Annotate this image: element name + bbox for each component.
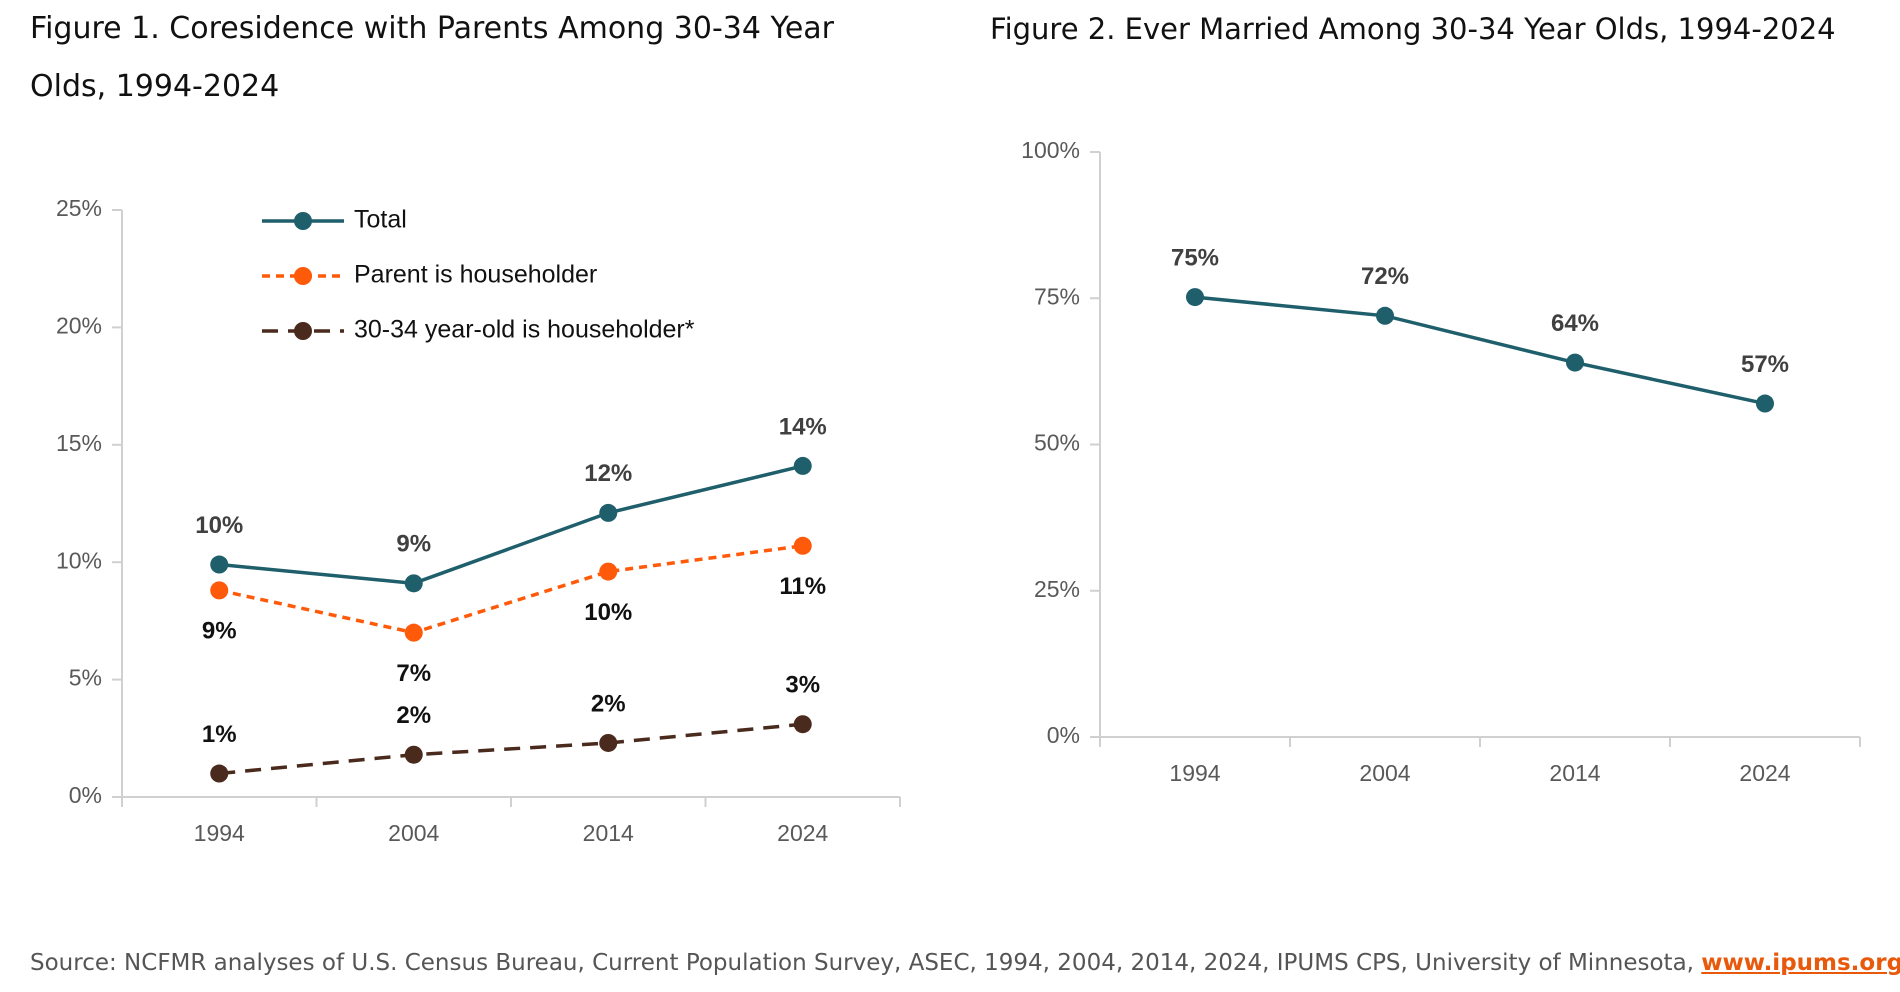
data-label: 9%: [202, 618, 237, 645]
data-point: [1376, 306, 1394, 325]
data-label: 1%: [202, 721, 237, 748]
data-label: 10%: [584, 599, 632, 626]
x-tick-label: 1994: [194, 820, 245, 846]
y-tick-label: 0%: [69, 782, 102, 808]
legend-label: Parent is householder: [354, 261, 597, 289]
data-label: 3%: [785, 672, 820, 699]
source-link[interactable]: www.ipums.org: [1701, 950, 1900, 976]
series-line: [219, 722, 803, 776]
source: Source: NCFMR analyses of U.S. Census Bu…: [30, 950, 1900, 976]
y-tick-label: 100%: [1021, 137, 1080, 163]
legend-label: Total: [354, 206, 407, 234]
data-label: 12%: [584, 460, 632, 487]
data-label: 72%: [1361, 263, 1409, 290]
legend-marker: [294, 212, 312, 230]
data-point: [599, 733, 618, 752]
y-tick-label: 25%: [1034, 576, 1080, 602]
chart-title: Figure 2. Ever Married Among 30-34 Year …: [990, 12, 1836, 46]
data-label: 9%: [396, 531, 431, 558]
data-point: [793, 456, 812, 475]
data-point: [1186, 288, 1204, 307]
data-point: [210, 764, 229, 783]
data-point: [1566, 353, 1584, 372]
data-point: [210, 581, 229, 600]
data-point: [404, 745, 423, 764]
legend-marker: [294, 267, 312, 285]
data-label: 2%: [591, 690, 626, 717]
data-point: [793, 715, 812, 734]
x-tick-label: 2024: [777, 820, 828, 846]
data-point: [210, 555, 229, 574]
y-tick-label: 75%: [1034, 283, 1080, 309]
chart-title: Figure 1. Coresidence with Parents Among…: [30, 11, 834, 104]
data-point: [599, 503, 618, 522]
x-tick-label: 2024: [1739, 760, 1790, 786]
data-label: 64%: [1551, 310, 1599, 337]
y-tick-label: 20%: [56, 312, 102, 338]
y-tick-label: 0%: [1047, 722, 1080, 748]
data-label: 57%: [1741, 351, 1789, 378]
y-tick-label: 25%: [56, 195, 102, 221]
data-label: 11%: [779, 573, 826, 600]
data-label: 14%: [779, 413, 827, 440]
data-point: [404, 623, 423, 642]
x-tick-label: 2004: [388, 820, 439, 846]
x-tick-label: 2014: [1549, 760, 1600, 786]
y-tick-label: 10%: [56, 547, 102, 573]
legend-marker: [294, 322, 312, 340]
data-label: 10%: [195, 512, 243, 539]
data-label: 2%: [396, 702, 431, 729]
source-text: Source: NCFMR analyses of U.S. Census Bu…: [30, 950, 1702, 976]
series-line: [1194, 295, 1766, 406]
y-tick-label: 15%: [56, 430, 102, 456]
y-tick-label: 5%: [69, 665, 102, 691]
x-tick-label: 1994: [1169, 760, 1220, 786]
y-tick-label: 50%: [1034, 430, 1080, 456]
data-point: [404, 574, 423, 593]
data-point: [793, 536, 812, 555]
data-label: 75%: [1171, 244, 1219, 271]
data-point: [1756, 394, 1774, 413]
data-point: [599, 562, 618, 581]
data-label: 7%: [396, 660, 431, 687]
series-line: [218, 544, 803, 635]
series-line: [219, 464, 804, 586]
x-tick-label: 2014: [583, 820, 634, 846]
x-tick-label: 2004: [1359, 760, 1410, 786]
legend-label: 30-34 year-old is householder*: [354, 316, 695, 344]
